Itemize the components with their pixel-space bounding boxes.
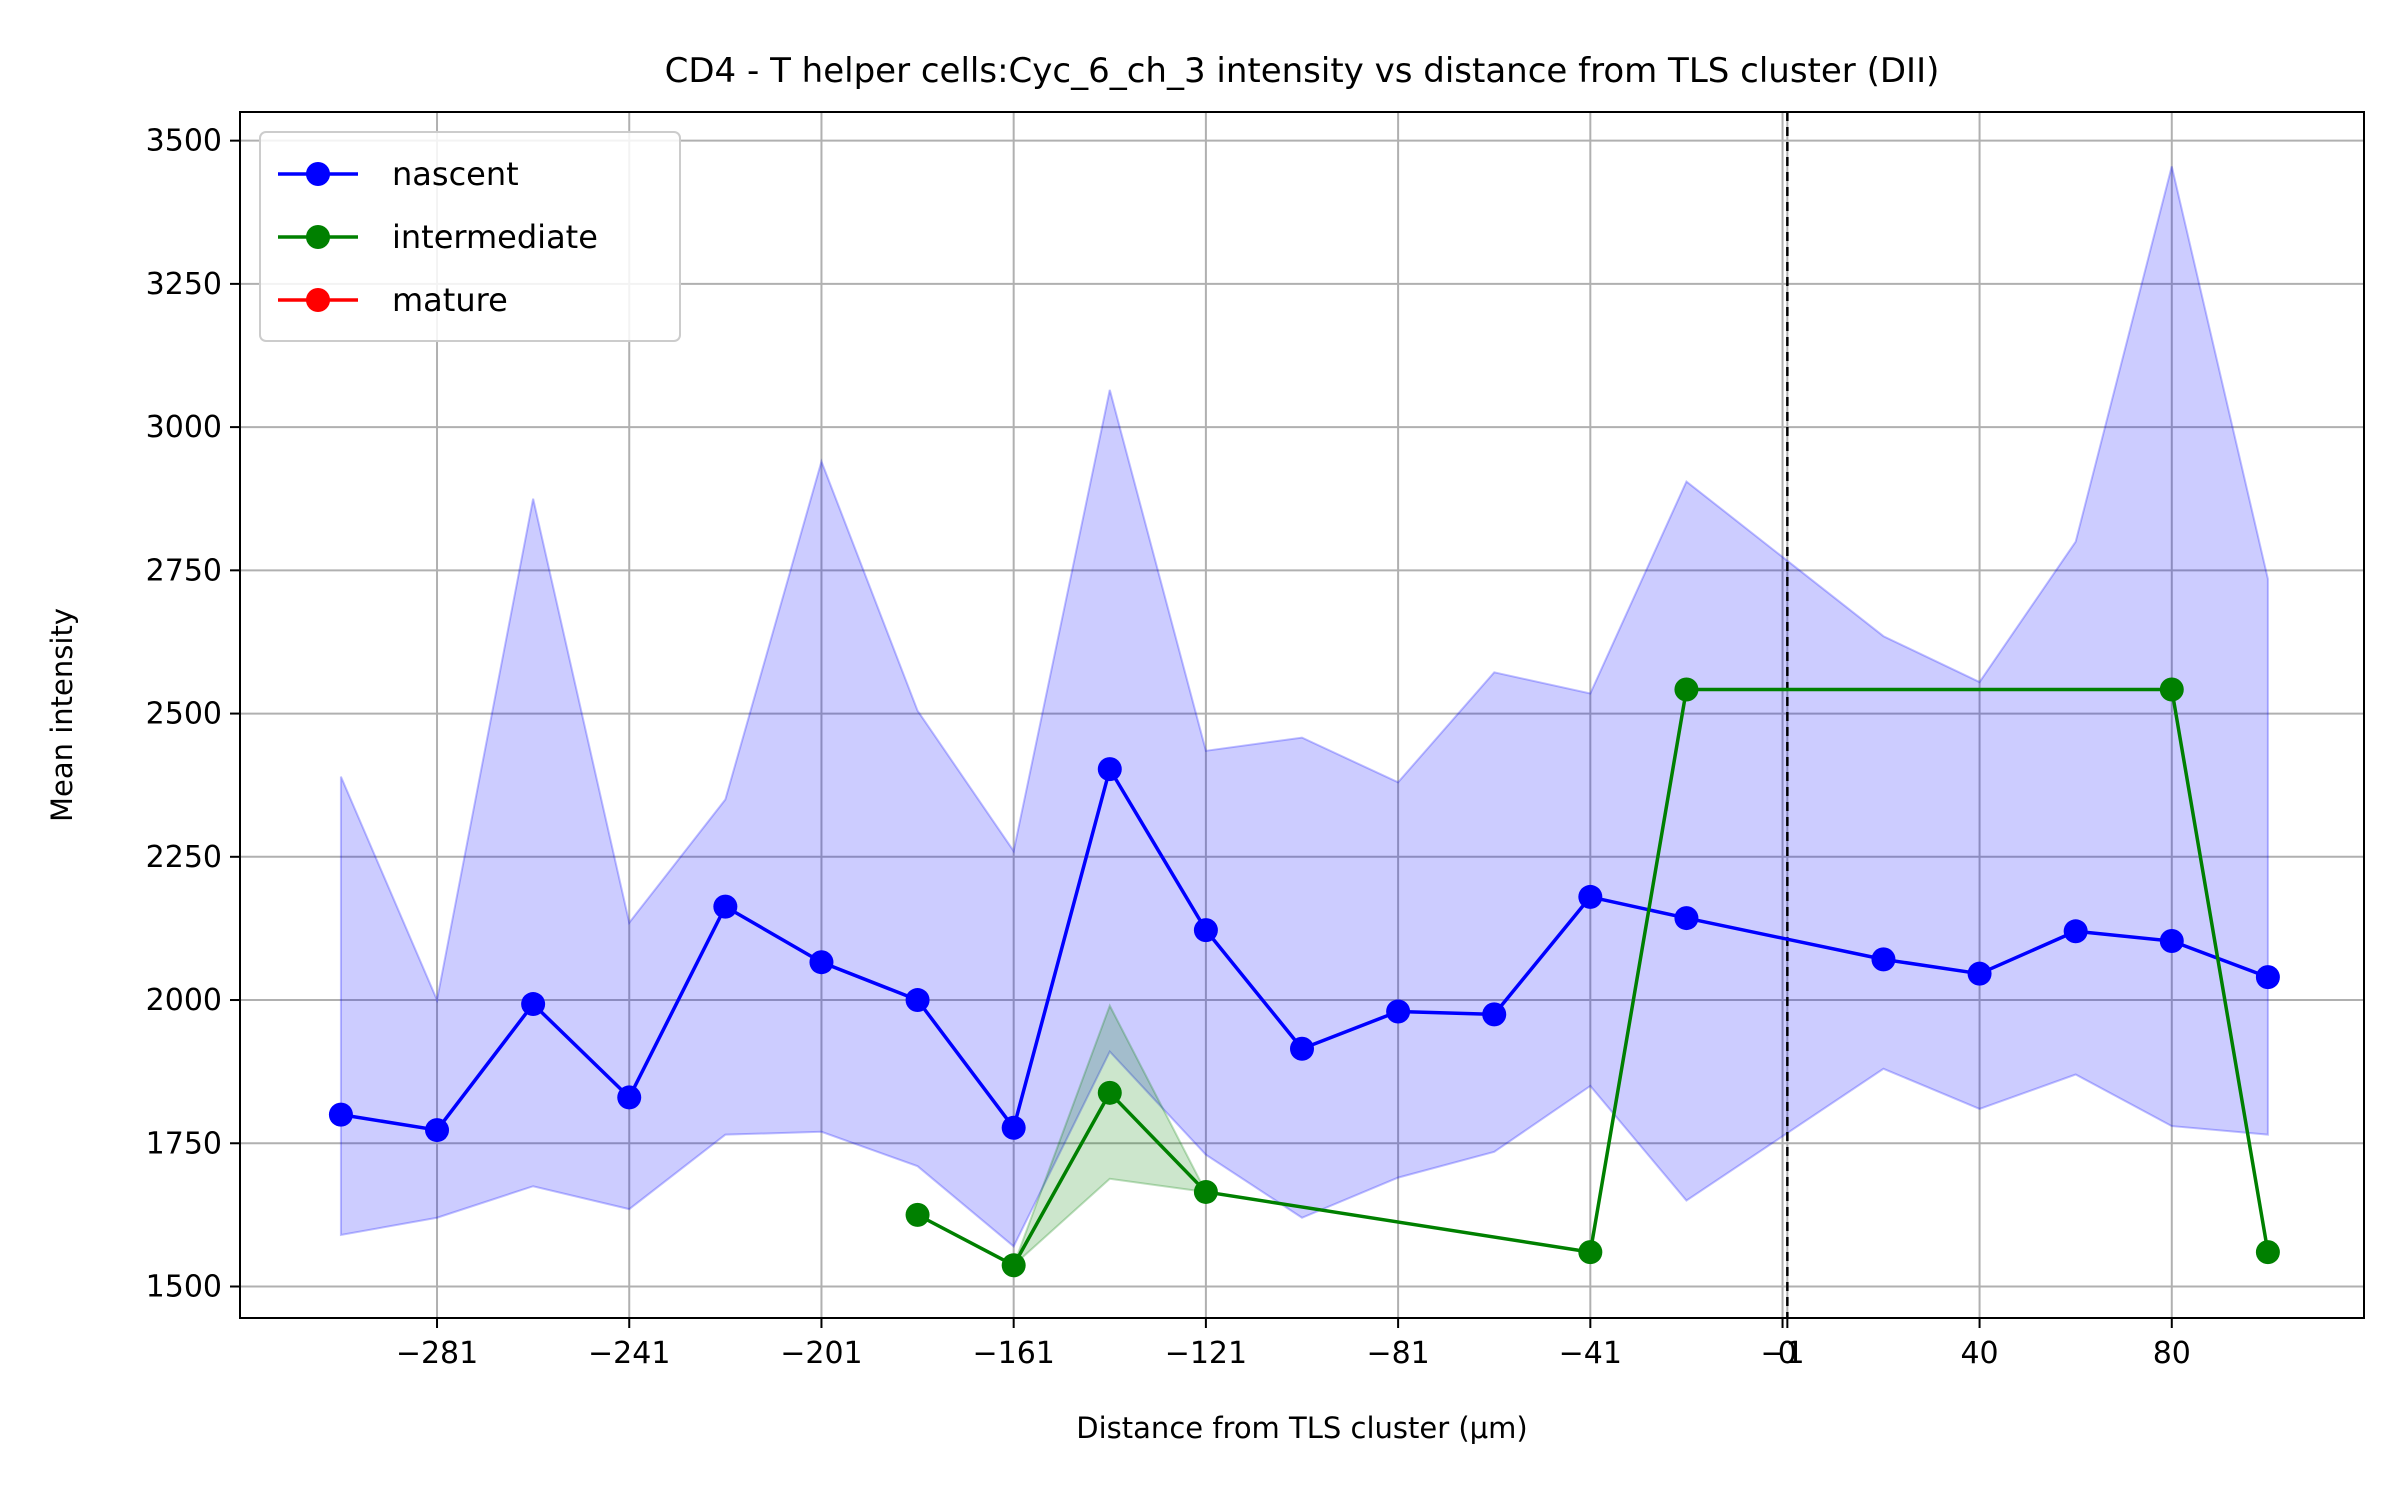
confidence-bands [339,166,2269,1267]
data-point-nascent [1097,757,1122,782]
data-point-nascent [809,950,834,975]
y-tick-label: 1500 [146,1269,222,1304]
y-tick-label: 2250 [146,840,222,875]
band-nascent [339,166,2269,1248]
y-tick-label: 3500 [146,124,222,159]
data-point-nascent [2255,965,2280,990]
y-axis-label: Mean intensity [45,608,79,822]
x-tick-label: −201 [780,1336,862,1371]
chart-title: CD4 - T helper cells:Cyc_6_ch_3 intensit… [665,51,1940,91]
x-tick-label: −241 [588,1336,670,1371]
data-point-nascent [1001,1115,1026,1140]
series-nascent [328,757,2280,1143]
y-tick-label: 3000 [146,410,222,445]
x-tick-label: 0 [1778,1336,1797,1371]
x-tick-label: −81 [1366,1336,1429,1371]
data-point-intermediate [1001,1253,1026,1278]
x-tick-label: −41 [1559,1336,1622,1371]
x-tick-label: −281 [396,1336,478,1371]
data-point-intermediate [2159,677,2184,702]
data-point-nascent [1482,1002,1507,1027]
y-tick-label: 2750 [146,553,222,588]
legend-label: nascent [392,155,519,193]
y-tick-label: 3250 [146,267,222,302]
data-point-nascent [1871,947,1896,972]
series-intermediate [905,677,2280,1278]
data-point-intermediate [2255,1240,2280,1265]
data-point-intermediate [1578,1240,1603,1265]
legend-swatch-marker [306,225,330,249]
data-point-intermediate [1193,1179,1218,1204]
legend-swatch-marker [306,288,330,312]
data-point-nascent [1967,961,1992,986]
data-point-nascent [1386,999,1411,1024]
data-point-nascent [1674,906,1699,931]
legend-swatch-marker [306,162,330,186]
x-tick-label: 80 [2153,1336,2191,1371]
legend-label: mature [392,281,508,319]
legend-label: intermediate [392,218,598,256]
data-point-nascent [1578,884,1603,909]
data-point-nascent [328,1102,353,1127]
series-line-intermediate [916,687,2270,1268]
data-point-nascent [617,1085,642,1110]
data-point-nascent [1290,1036,1314,1061]
x-tick-label: −1 [1760,1336,1804,1371]
legend: nascent intermediate mature [259,131,681,342]
data-point-nascent [2063,919,2088,944]
data-point-nascent [425,1118,450,1143]
data-point-nascent [905,988,930,1013]
data-point-nascent [713,894,738,919]
series-line-nascent [340,767,2269,1132]
y-tick-label: 2000 [146,983,222,1018]
x-tick-label: −121 [1165,1336,1247,1371]
plot-frame [239,111,2365,1319]
series-lines [328,677,2280,1278]
data-point-nascent [521,992,546,1017]
data-point-intermediate [1097,1080,1122,1105]
data-point-nascent [2159,929,2184,954]
data-point-nascent [1193,918,1218,943]
axis-ticks: −281 −241 −201 −161 −121 −81 −41 −10 40 80 1500 175… [146,124,2191,1371]
data-point-intermediate [1674,677,1699,702]
x-axis-label: Distance from TLS cluster (μm) [1076,1411,1527,1445]
x-tick-label: −161 [972,1336,1054,1371]
data-point-intermediate [905,1202,930,1227]
y-tick-label: 2500 [146,697,222,732]
y-tick-label: 1750 [146,1126,222,1161]
x-tick-label: 40 [1960,1336,1998,1371]
legend-box [259,131,681,342]
